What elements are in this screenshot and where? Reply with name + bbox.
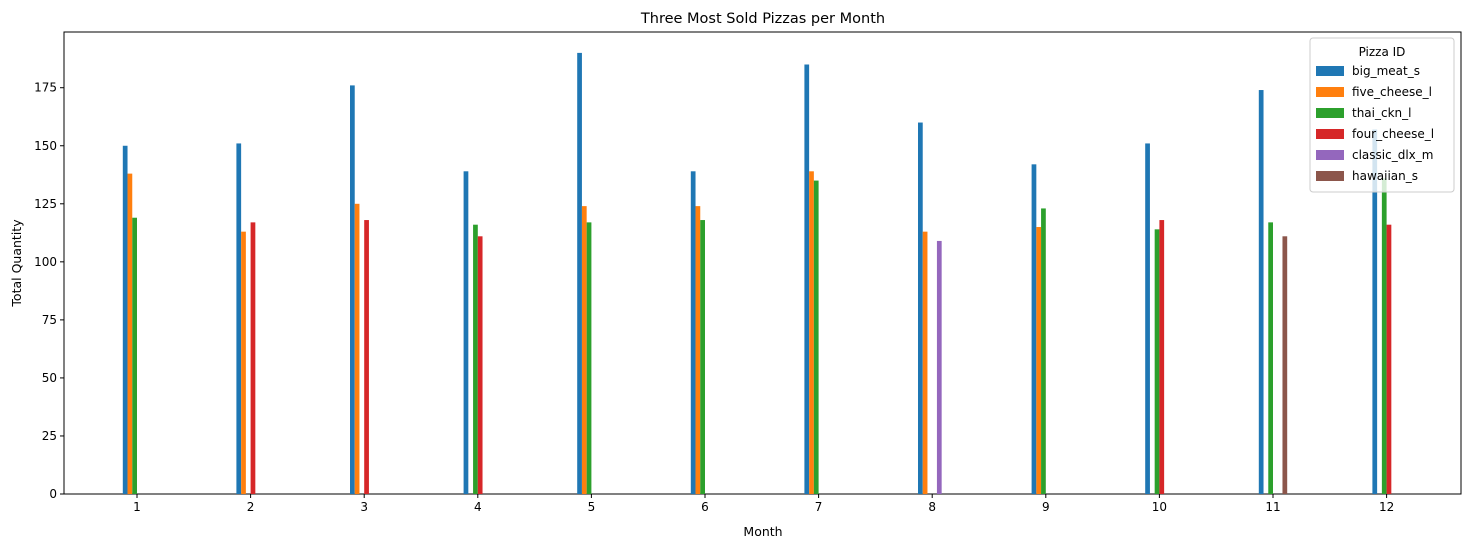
- y-tick-label: 25: [42, 429, 57, 443]
- bar-thai_ckn_l-month-9: [1041, 208, 1046, 494]
- legend-label-big_meat_s: big_meat_s: [1352, 64, 1420, 78]
- legend-label-hawaiian_s: hawaiian_s: [1352, 169, 1418, 183]
- y-tick-label: 125: [34, 197, 57, 211]
- x-tick-label: 10: [1152, 500, 1167, 514]
- bar-thai_ckn_l-month-12: [1381, 178, 1387, 494]
- bar-five_cheese_l-month-7: [809, 171, 814, 495]
- bar-thai_ckn_l-month-7: [813, 180, 819, 494]
- bar-five_cheese_l-month-9: [1036, 227, 1042, 494]
- y-tick-label: 0: [49, 487, 57, 501]
- bar-big_meat_s-month-7: [804, 64, 810, 494]
- x-tick-label: 3: [360, 500, 368, 514]
- y-tick-label: 150: [34, 139, 57, 153]
- bar-big_meat_s-month-5: [577, 52, 582, 494]
- legend-swatch-five_cheese_l: [1316, 87, 1344, 97]
- x-axis-ticks: 1 2 3 4 5 6 7 8 9 10 11 12: [133, 494, 1394, 514]
- legend-swatch-thai_ckn_l: [1316, 108, 1344, 118]
- legend: Pizza ID big_meat_s five_cheese_l thai_ckn…: [1309, 37, 1455, 193]
- legend-swatch-four_cheese_l: [1316, 129, 1344, 139]
- bar-thai_ckn_l-month-1: [132, 217, 137, 495]
- bar-four_cheese_l-month-10: [1159, 220, 1165, 495]
- x-tick-label: 6: [701, 500, 709, 514]
- y-tick-label: 75: [42, 313, 57, 327]
- bar-big_meat_s-month-11: [1258, 90, 1264, 494]
- x-tick-label: 9: [1042, 500, 1050, 514]
- x-tick-label: 12: [1379, 500, 1394, 514]
- bar-big_meat_s-month-12: [1372, 129, 1378, 494]
- bar-five_cheese_l-month-6: [695, 206, 701, 494]
- y-tick-label: 100: [34, 255, 57, 269]
- x-tick-label: 8: [928, 500, 936, 514]
- bar-big_meat_s-month-3: [350, 85, 355, 495]
- legend-label-classic_dlx_m: classic_dlx_m: [1352, 148, 1433, 162]
- bar-five_cheese_l-month-3: [354, 203, 360, 495]
- bar-big_meat_s-month-1: [122, 145, 128, 494]
- plot-area-frame: [63, 31, 1462, 495]
- bar-big_meat_s-month-2: [236, 143, 242, 494]
- y-tick-label: 50: [42, 371, 57, 385]
- bars-group: [122, 52, 1392, 495]
- legend-label-four_cheese_l: four_cheese_l: [1352, 127, 1434, 141]
- y-axis-ticks: 0 25 50 75 100 125 150 175: [34, 81, 64, 501]
- bar-five_cheese_l-month-2: [241, 231, 246, 494]
- bar-thai_ckn_l-month-11: [1268, 222, 1273, 494]
- bar-big_meat_s-month-6: [690, 171, 696, 495]
- bar-thai_ckn_l-month-6: [700, 220, 705, 495]
- legend-swatch-hawaiian_s: [1316, 171, 1344, 181]
- x-tick-label: 4: [474, 500, 482, 514]
- legend-swatch-big_meat_s: [1316, 66, 1344, 76]
- bar-four_cheese_l-month-4: [477, 236, 483, 495]
- legend-label-thai_ckn_l: thai_ckn_l: [1352, 106, 1411, 120]
- bar-five_cheese_l-month-5: [581, 206, 587, 494]
- y-axis-label: Total Quantity: [9, 219, 24, 308]
- bar-four_cheese_l-month-3: [364, 220, 369, 495]
- y-tick-label: 175: [34, 81, 57, 95]
- legend-swatch-classic_dlx_m: [1316, 150, 1344, 160]
- bar-five_cheese_l-month-1: [127, 173, 133, 494]
- bar-big_meat_s-month-4: [463, 171, 469, 495]
- bar-four_cheese_l-month-2: [250, 222, 256, 494]
- legend-title: Pizza ID: [1359, 45, 1406, 59]
- x-axis-label: Month: [743, 524, 782, 539]
- bar-big_meat_s-month-8: [918, 122, 923, 494]
- bar-four_cheese_l-month-12: [1386, 224, 1392, 494]
- legend-box: [1309, 37, 1455, 193]
- bar-big_meat_s-month-10: [1145, 143, 1150, 494]
- x-tick-label: 1: [133, 500, 141, 514]
- legend-label-five_cheese_l: five_cheese_l: [1352, 85, 1432, 99]
- bar-big_meat_s-month-9: [1031, 164, 1037, 494]
- x-tick-label: 5: [588, 500, 596, 514]
- x-tick-label: 2: [247, 500, 255, 514]
- bar-thai_ckn_l-month-10: [1154, 229, 1160, 494]
- x-tick-label: 11: [1265, 500, 1280, 514]
- chart-title: Three Most Sold Pizzas per Month: [640, 11, 885, 27]
- bar-hawaiian_s-month-11: [1282, 236, 1288, 495]
- bar-thai_ckn_l-month-5: [586, 222, 592, 494]
- x-tick-label: 7: [815, 500, 823, 514]
- bar-five_cheese_l-month-8: [922, 231, 928, 494]
- bar-classic_dlx_m-month-8: [936, 240, 942, 494]
- bar-thai_ckn_l-month-4: [473, 224, 478, 494]
